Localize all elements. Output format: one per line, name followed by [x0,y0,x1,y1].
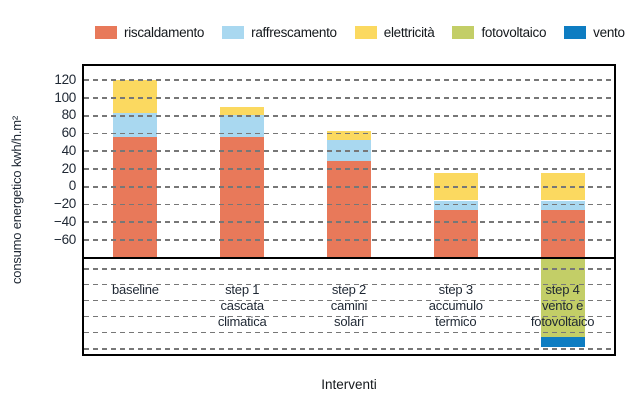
legend-label: raffrescamento [251,25,337,40]
category-label-line-0: step 1 [225,282,260,297]
category-label-line-0: baseline [111,282,159,297]
legend-label: riscaldamento [124,25,205,40]
bar-1-elettricità [220,107,265,116]
ytick--60: −60 [54,231,76,247]
ytick-20: 20 [61,160,77,176]
gridline--40 [84,221,614,224]
gridline-0 [84,185,614,188]
legend-label: fotovoltaico [481,25,547,40]
legend-label: vento [593,25,625,40]
ytick-40: 40 [61,142,77,158]
category-label-line-2: fotovoltaico [530,314,595,329]
x-axis-title: Interventi [321,377,377,392]
plot-area: baseline step 1 cascata climatica step 2 cami… [82,64,616,356]
legend-swatch-elettricità [354,26,377,39]
bar-2-elettricità [327,131,371,141]
category-label-line-0: step 2 [331,282,367,297]
category-label-line-2: climatica [217,314,267,329]
ytick-120: 120 [54,71,76,87]
legend-swatch-fotovoltaico [452,26,475,39]
gridline-100 [84,96,614,100]
gridline-lower-4 [84,331,614,334]
ytick-60: 60 [61,125,77,141]
gridline--20 [84,203,614,206]
legend-swatch-raffrescamento [222,26,245,39]
bar-4-vento [540,337,585,347]
category-label-step-2: step 2 camini solari [298,282,401,330]
category-label-line-0: step 3 [438,282,473,297]
category-label-line-1: accumulo [428,298,483,313]
legend-item-fotovoltaico: fotovoltaico [452,25,546,40]
ytick--20: −20 [54,196,76,212]
category-label-line-2: solari [334,314,364,329]
bar-1-riscaldamento [220,137,265,259]
category-label-step-4: step 4 vento e fotovoltaico [511,282,614,330]
category-label-step-3: step 3 accumulo termico [404,282,507,330]
legend-label: elettricità [383,25,435,40]
ytick-100: 100 [54,89,76,105]
bar-4-raffrescamento [540,200,585,211]
bar-3-raffrescamento [433,200,478,211]
ytick-0: 0 [68,178,77,194]
ytick-80: 80 [61,107,77,123]
gridline-lower-0 [84,267,614,271]
bar-base-line [82,257,616,260]
legend-item-riscaldamento: riscaldamento [95,25,204,40]
y-axis-title: consumo energetico kwh/h.m² [9,116,24,285]
gridline--60 [84,238,614,242]
gridline-20 [84,167,614,171]
category-label-line-0: step 4 [545,282,580,297]
ytick--40: −40 [54,213,76,229]
gridline-lower-3 [84,315,614,318]
bar-4-fotovoltaico [540,258,585,338]
bar-4-riscaldamento [540,210,585,259]
legend-item-raffrescamento: raffrescamento [222,25,337,40]
gridline-120 [84,79,614,82]
bar-1-raffrescamento [220,115,265,138]
bar-2-riscaldamento [327,161,371,259]
gridline-lower-2 [84,299,614,302]
gridline-lower-5 [84,347,614,351]
category-label-step-1: step 1 cascata climatica [191,282,294,330]
bar-0-elettricità [113,79,158,113]
gridline-lower-1 [84,283,614,286]
category-label-line-1: camini [330,298,368,313]
category-label-line-2: termico [435,314,477,329]
legend: riscaldamento raffrescamento elettricità fo… [95,25,625,40]
gridline-80 [84,114,614,117]
legend-swatch-riscaldamento [95,26,117,39]
category-label-baseline: baseline [84,282,187,298]
legend-item-elettricità: elettricità [354,25,435,40]
category-label-line-1: cascata [220,298,264,313]
category-label-line-1: vento e [541,298,584,313]
legend-swatch-vento [564,26,587,39]
gridline-60 [84,132,614,135]
legend-item-vento: vento [564,25,625,40]
bar-3-riscaldamento [433,210,478,259]
gridline-40 [84,150,614,153]
bar-0-riscaldamento [113,137,158,259]
